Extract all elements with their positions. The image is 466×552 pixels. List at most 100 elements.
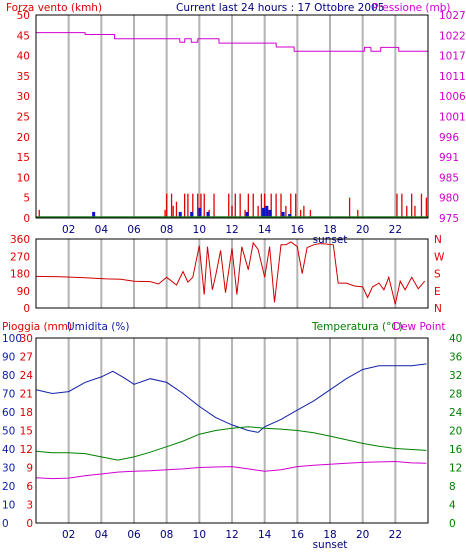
x-tick-label: 06 xyxy=(127,529,141,541)
direction-y-tick-label: 90 xyxy=(17,286,30,298)
rain-y-tick-label: 3 xyxy=(26,500,33,512)
gust-bar xyxy=(190,211,194,218)
wind-y-tick-label: 10 xyxy=(17,172,30,184)
wind-y-tick-label: 45 xyxy=(17,30,30,42)
pressure-axis-title: Pressione (mb) xyxy=(372,2,451,14)
pressure-y-tick-label: 1027 xyxy=(439,10,466,22)
wind-y-tick-label: 5 xyxy=(23,193,30,205)
dewpoint-line xyxy=(35,460,427,480)
rain-y-tick-label: 12 xyxy=(20,444,33,456)
pressure-y-tick-label: 975 xyxy=(439,213,459,225)
compass-label: S xyxy=(434,269,441,281)
humidity-y-tick-label: 90 xyxy=(2,352,15,364)
x-tick-label: 16 xyxy=(291,224,305,236)
pressure-y-tick-label: 1001 xyxy=(439,112,466,124)
gust-bar xyxy=(265,205,269,218)
x-tick-label: 22 xyxy=(389,224,402,236)
panel-frame xyxy=(35,238,429,309)
wind-y-tick-label: 50 xyxy=(17,10,30,22)
x-tick-label: 10 xyxy=(193,224,206,236)
pressure-y-tick-label: 1006 xyxy=(439,91,466,103)
x-tick-label: 12 xyxy=(225,224,238,236)
pressure-y-tick-label: 1017 xyxy=(439,51,466,63)
humidity-y-tick-label: 70 xyxy=(2,389,15,401)
compass-label: N xyxy=(434,303,442,315)
pressure-line xyxy=(36,32,428,52)
temperature-axis-title: Temperatura (°C) xyxy=(311,321,403,333)
temperature-line xyxy=(35,426,427,461)
humidity-y-tick-label: 20 xyxy=(2,481,15,493)
wind-y-tick-label: 0 xyxy=(23,213,30,225)
x-tick-label: 10 xyxy=(193,529,206,541)
x-tick-label: 04 xyxy=(95,224,109,236)
rain-y-tick-label: 0 xyxy=(26,518,33,530)
rain-y-tick-label: 30 xyxy=(20,333,33,345)
humidity-line xyxy=(35,363,427,433)
wind-y-tick-label: 20 xyxy=(17,132,30,144)
compass-label: N xyxy=(434,234,442,246)
rain-y-tick-label: 27 xyxy=(20,352,33,364)
wind-y-tick-label: 30 xyxy=(17,91,30,103)
rain-axis-title: Pioggia (mm) xyxy=(2,321,72,333)
gust-bar xyxy=(288,213,292,218)
x-tick-label: 02 xyxy=(62,224,75,236)
humidity-y-tick-label: 100 xyxy=(2,333,22,345)
wind-direction-line xyxy=(35,241,426,305)
wind-y-tick-label: 15 xyxy=(17,152,30,164)
x-tick-label: 18 xyxy=(323,529,336,541)
wind-y-tick-label: 40 xyxy=(17,51,30,63)
wind-y-tick-label: 35 xyxy=(17,71,30,83)
humidity-y-tick-label: 60 xyxy=(2,407,15,419)
x-tick-label: 22 xyxy=(389,529,402,541)
temperature-y-tick-label: 12 xyxy=(449,463,462,475)
pressure-y-tick-label: 1022 xyxy=(439,30,466,42)
gust-bar xyxy=(245,211,249,218)
humidity-y-tick-label: 50 xyxy=(2,426,15,438)
chart-title: Current last 24 hours : 17 Ottobre 2005 xyxy=(176,2,384,14)
temperature-y-tick-label: 0 xyxy=(449,518,456,530)
temperature-y-tick-label: 20 xyxy=(449,426,462,438)
wind-axis-title: Forza vento (kmh) xyxy=(6,2,102,14)
compass-label: E xyxy=(434,286,441,298)
x-tick-label: 08 xyxy=(160,224,173,236)
x-tick-label: 14 xyxy=(258,529,272,541)
panel-frame xyxy=(35,337,429,524)
rain-y-tick-label: 18 xyxy=(20,407,33,419)
direction-y-tick-label: 360 xyxy=(10,234,30,246)
humidity-y-tick-label: 10 xyxy=(2,500,15,512)
temperature-humidity-panel: 0102030405060708090100036912151821242730… xyxy=(2,333,463,551)
temperature-y-tick-label: 36 xyxy=(449,352,463,364)
humidity-y-tick-label: 30 xyxy=(2,463,15,475)
humidity-axis-title: Umidita (%) xyxy=(67,321,129,333)
x-tick-label: 12 xyxy=(225,529,238,541)
direction-y-tick-label: 180 xyxy=(10,269,30,281)
gust-bar xyxy=(268,209,272,218)
pressure-y-tick-label: 991 xyxy=(439,152,459,164)
sunset-annotation: sunset xyxy=(313,539,348,551)
gust-bar xyxy=(262,207,266,218)
gust-bar xyxy=(281,211,285,218)
wind-y-tick-label: 25 xyxy=(17,112,30,124)
gust-bar xyxy=(178,211,182,218)
x-tick-label: 08 xyxy=(160,529,173,541)
humidity-y-tick-label: 0 xyxy=(2,518,9,530)
x-tick-label: 20 xyxy=(356,224,369,236)
compass-label: W xyxy=(434,251,445,263)
temperature-y-tick-label: 32 xyxy=(449,370,462,382)
rain-y-tick-label: 15 xyxy=(20,426,33,438)
x-tick-label: 14 xyxy=(258,224,272,236)
temperature-y-tick-label: 28 xyxy=(449,389,462,401)
rain-y-tick-label: 6 xyxy=(26,481,33,493)
humidity-y-tick-label: 40 xyxy=(2,444,15,456)
wind-pressure-panel: 0 5 10 15 20 25 30 35 40 45 50 975 980 985 991 996 1001 1… xyxy=(17,10,466,246)
rain-y-tick-label: 9 xyxy=(26,463,33,475)
humidity-y-tick-label: 80 xyxy=(2,370,15,382)
pressure-y-tick-label: 996 xyxy=(439,132,459,144)
temperature-y-tick-label: 24 xyxy=(449,407,463,419)
temperature-y-tick-label: 4 xyxy=(449,500,456,512)
panel-frame xyxy=(35,14,429,219)
temperature-y-tick-label: 8 xyxy=(449,481,456,493)
x-tick-label: 06 xyxy=(127,224,141,236)
